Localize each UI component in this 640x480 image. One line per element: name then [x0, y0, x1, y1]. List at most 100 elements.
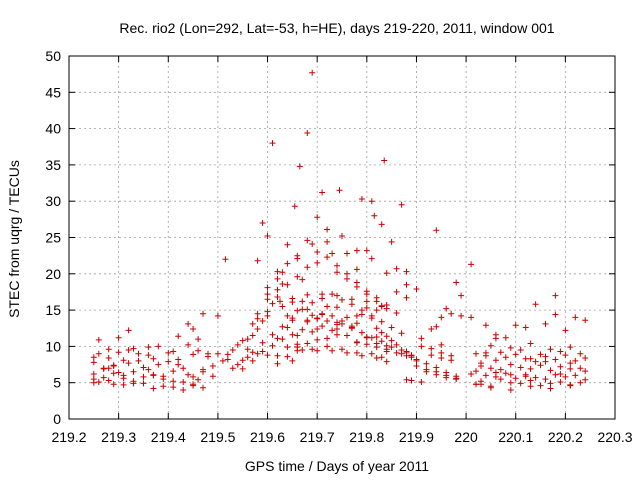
data-point — [269, 140, 276, 147]
data-point — [239, 365, 246, 372]
data-point — [264, 312, 271, 319]
data-point — [373, 325, 380, 332]
data-point — [140, 380, 147, 387]
data-point — [502, 334, 509, 341]
data-point — [373, 307, 380, 314]
data-point — [239, 357, 246, 364]
data-point — [512, 322, 519, 329]
data-point — [353, 266, 360, 273]
data-point — [373, 340, 380, 347]
data-point — [329, 250, 336, 257]
data-point — [458, 292, 465, 299]
data-point — [363, 304, 370, 311]
data-point — [135, 357, 142, 364]
data-point — [507, 379, 514, 386]
data-point — [353, 312, 360, 319]
data-point — [165, 349, 172, 356]
x-tick-label: 220 — [454, 429, 478, 445]
data-point — [403, 294, 410, 301]
data-point — [309, 299, 316, 306]
data-point — [582, 355, 589, 361]
data-point — [324, 238, 331, 245]
data-point — [324, 303, 331, 310]
data-point — [358, 329, 365, 336]
data-point — [254, 350, 261, 357]
data-point — [453, 279, 460, 286]
data-point — [304, 340, 311, 347]
data-point — [200, 368, 206, 375]
data-point — [393, 349, 400, 356]
data-point — [254, 326, 261, 332]
data-point — [363, 341, 370, 348]
data-point — [284, 241, 291, 248]
data-point — [502, 370, 509, 377]
data-point — [95, 350, 102, 357]
data-point — [299, 298, 306, 305]
data-point — [284, 324, 291, 331]
data-point — [557, 348, 564, 355]
data-point — [334, 269, 340, 276]
data-point — [314, 326, 321, 332]
data-point — [453, 376, 460, 383]
data-point — [393, 341, 400, 348]
data-point — [393, 288, 400, 295]
data-point — [319, 189, 326, 196]
data-point — [428, 326, 435, 332]
data-point — [135, 350, 142, 357]
data-point — [130, 368, 137, 375]
data-point — [428, 352, 435, 359]
data-points — [90, 69, 589, 393]
data-point — [413, 286, 420, 292]
data-point — [120, 381, 127, 388]
data-point — [547, 346, 554, 353]
data-point — [353, 247, 360, 254]
data-point — [492, 331, 499, 338]
data-point — [378, 338, 385, 345]
data-point — [140, 364, 147, 371]
x-tick-label: 219.4 — [151, 429, 186, 445]
data-point — [468, 371, 475, 377]
data-point — [185, 341, 192, 348]
data-point — [363, 298, 370, 305]
data-point — [145, 352, 152, 359]
data-point — [339, 296, 345, 303]
data-point — [393, 310, 400, 316]
data-point — [334, 331, 340, 338]
data-point — [378, 329, 385, 336]
x-tick-label: 219.7 — [300, 429, 335, 445]
data-point — [353, 320, 360, 327]
data-point — [185, 371, 192, 378]
data-point — [299, 306, 306, 313]
data-point — [383, 305, 390, 312]
data-point — [249, 332, 256, 339]
data-point — [274, 268, 281, 275]
data-point — [418, 379, 425, 385]
data-point — [155, 361, 162, 368]
data-point — [259, 220, 266, 226]
data-point — [145, 344, 152, 351]
data-point — [336, 187, 343, 194]
data-point — [324, 318, 331, 324]
data-point — [468, 261, 475, 268]
data-point — [329, 327, 336, 334]
data-point — [229, 347, 236, 353]
data-point — [269, 300, 276, 307]
data-point — [229, 365, 236, 372]
data-point — [264, 291, 271, 298]
data-point — [532, 301, 539, 308]
data-point — [373, 298, 380, 305]
data-point — [527, 340, 534, 347]
data-point — [507, 387, 514, 393]
data-point — [562, 373, 569, 380]
data-point — [180, 365, 187, 372]
data-point — [155, 343, 162, 350]
data-point — [234, 341, 241, 348]
data-point — [329, 291, 336, 298]
data-point — [487, 384, 494, 391]
data-point — [512, 375, 519, 382]
data-point — [269, 331, 276, 338]
data-point — [368, 255, 375, 262]
data-point — [277, 298, 283, 305]
data-point — [274, 360, 281, 367]
data-point — [209, 373, 216, 380]
